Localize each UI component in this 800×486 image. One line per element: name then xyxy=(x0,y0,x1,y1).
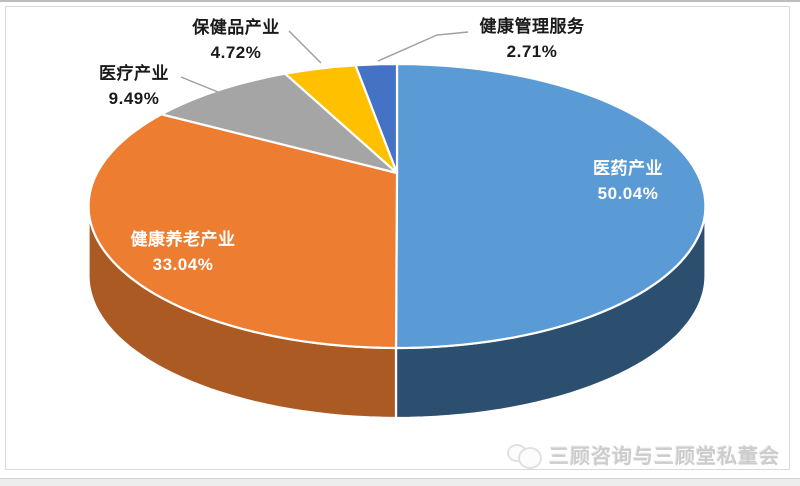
slice-label-pharma-industry: 医药产业 50.04% xyxy=(593,156,663,206)
bottom-divider xyxy=(0,478,800,486)
pie-slice-0 xyxy=(394,62,707,350)
slice-percent: 33.04% xyxy=(152,255,214,274)
slice-label-elderly-care-industry: 健康养老产业 33.04% xyxy=(131,227,236,277)
slice-label-medical-industry: 医疗产业 9.49% xyxy=(99,61,169,111)
slice-label-health-management-services: 健康管理服务 2.71% xyxy=(480,14,585,64)
leader-line-4 xyxy=(377,31,469,62)
slice-percent: 2.71% xyxy=(506,42,558,61)
slice-label-health-products-industry: 保健品产业 4.72% xyxy=(192,15,280,65)
leader-line-2 xyxy=(180,76,219,93)
top-divider xyxy=(0,0,800,2)
leader-line-3 xyxy=(288,30,322,64)
slice-name: 保健品产业 xyxy=(192,18,280,37)
pie-slice-3 xyxy=(284,64,399,175)
watermark-text: 三顾咨询与三顾堂私董会 xyxy=(549,445,780,468)
slice-percent: 50.04% xyxy=(597,184,659,203)
slice-name: 健康养老产业 xyxy=(130,230,236,249)
watermark: 三顾咨询与三顾堂私董会 xyxy=(505,438,793,470)
slice-name: 医疗产业 xyxy=(99,64,169,83)
slice-name: 医药产业 xyxy=(593,159,663,178)
slice-percent: 9.49% xyxy=(108,89,160,108)
pie-slice-2 xyxy=(160,72,399,175)
watermark-logo-icon xyxy=(505,440,543,469)
slice-percent: 4.72% xyxy=(210,43,262,62)
pie-slice-1 xyxy=(87,113,399,350)
pie-slice-4 xyxy=(354,62,399,175)
slice-name: 健康管理服务 xyxy=(479,17,585,36)
